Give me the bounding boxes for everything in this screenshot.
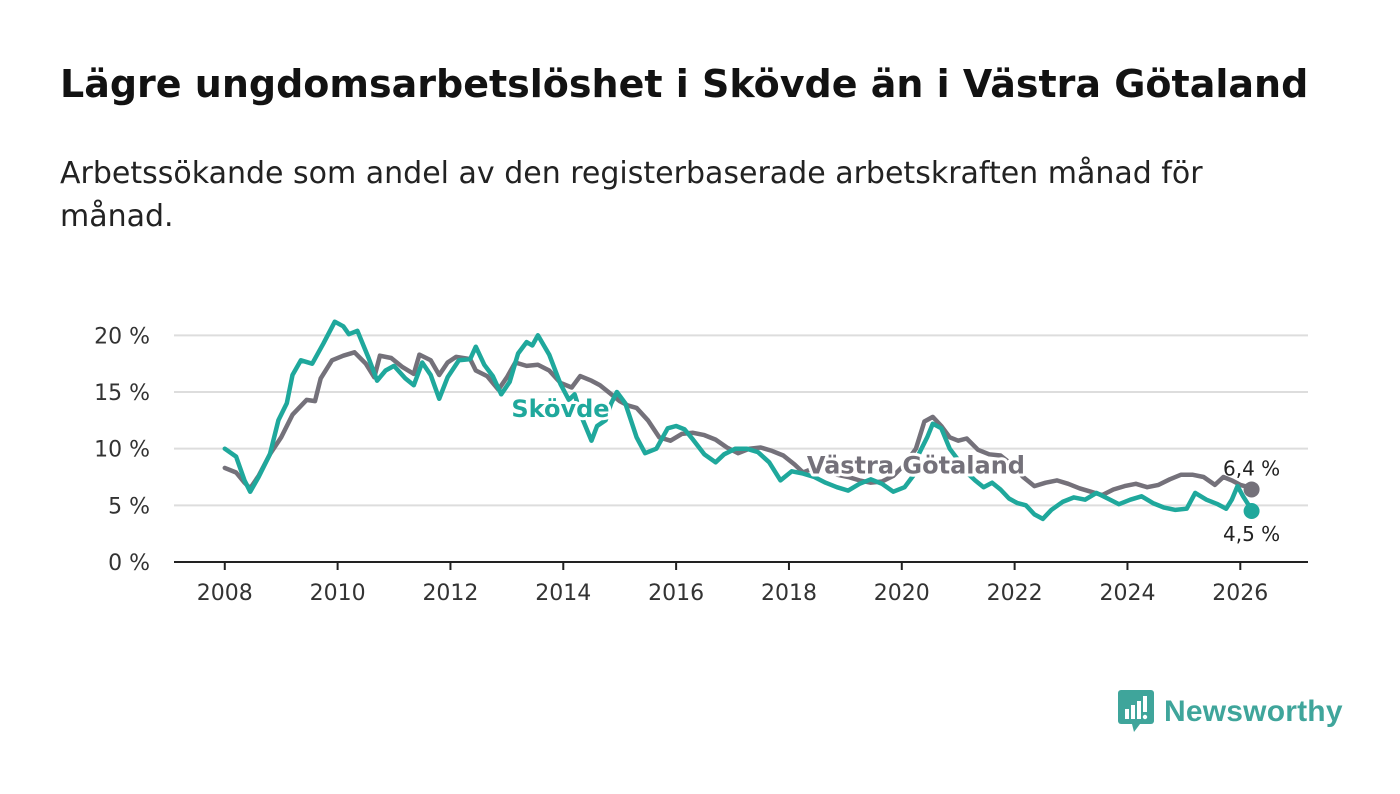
end-marker-vastra-gotaland [1243, 481, 1260, 498]
y-tick-label: 15 % [94, 381, 150, 406]
x-tick-label: 2020 [874, 581, 930, 606]
y-tick-label: 5 % [108, 494, 150, 519]
page-subtitle: Arbetssökande som andel av den registerb… [60, 156, 1203, 234]
series-line-skovde [222, 319, 1254, 522]
brand-name: Newsworthy [1164, 695, 1343, 728]
series-lines [222, 319, 1260, 522]
x-tick-label: 2010 [310, 581, 366, 606]
newsworthy-logo-icon [1118, 690, 1154, 732]
series-label-vastra-gotaland: Västra Götaland [807, 452, 1025, 480]
end-marker-skovde [1243, 503, 1260, 519]
series-line-vastra-gotaland [222, 350, 1254, 498]
axes: 0 % 5 % 10 % 15 % 20 % 2008 2010 2012 2014 2016 20… [94, 324, 1308, 606]
x-tick-label: 2012 [422, 581, 478, 606]
x-tick-label: 2026 [1212, 581, 1268, 606]
end-label-vastra-gotaland: 6,4 % [1223, 456, 1280, 480]
brand-logo[interactable]: Newsworthy [1118, 690, 1343, 734]
page-title: Lägre ungdomsarbetslöshet i Skövde än i … [60, 62, 1309, 106]
x-tick-label: 2022 [987, 581, 1043, 606]
series-labels: 6,4 % 4,5 % Skövde Västra Götaland [508, 392, 1280, 546]
y-tick-label: 10 % [94, 438, 150, 463]
series-label-skovde: Skövde [511, 395, 609, 423]
x-tick-label: 2008 [197, 581, 253, 606]
y-tick-label: 20 % [94, 324, 150, 349]
y-tick-label: 0 % [108, 551, 150, 576]
x-tick-label: 2018 [761, 581, 817, 606]
x-tick-label: 2024 [1099, 581, 1155, 606]
gridlines [174, 334, 1308, 507]
end-label-skovde: 4,5 % [1223, 522, 1280, 546]
x-tick-label: 2016 [648, 581, 704, 606]
x-tick-label: 2014 [535, 581, 591, 606]
